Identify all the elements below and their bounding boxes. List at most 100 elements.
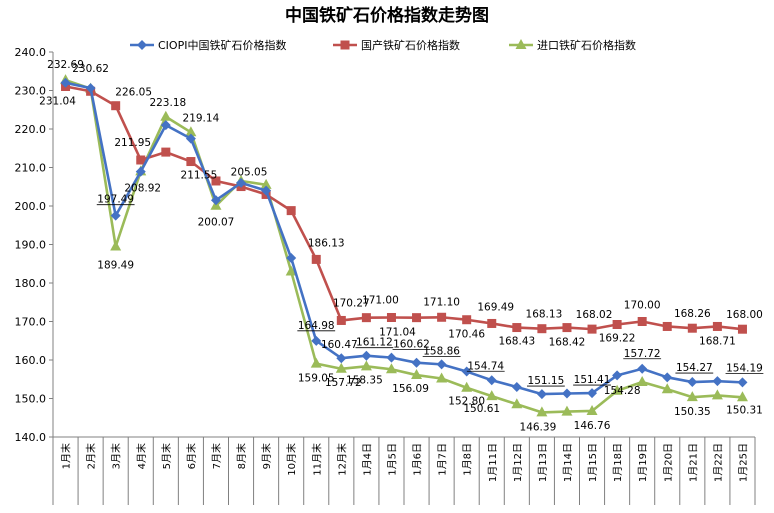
x-tick-label: 12月末 — [335, 443, 348, 476]
data-label: 211.95 — [114, 137, 151, 149]
data-label: 159.05 — [298, 373, 335, 385]
data-label: 151.41 — [574, 374, 611, 386]
x-tick-label: 1月12日 — [512, 443, 524, 482]
x-tick-label: 1月14日 — [562, 443, 574, 482]
triangle-marker — [411, 369, 423, 380]
square-marker — [186, 157, 196, 167]
square-marker — [712, 321, 722, 331]
triangle-marker — [260, 178, 272, 189]
data-label: 168.71 — [699, 335, 736, 347]
data-label: 230.62 — [72, 63, 109, 75]
diamond-marker — [135, 166, 146, 177]
triangle-marker — [110, 240, 122, 251]
legend: CIOPI中国铁矿石价格指数 国产铁矿石价格指数 进口铁矿石价格指数 — [130, 38, 636, 52]
x-tick-label: 2月末 — [85, 443, 98, 469]
square-marker — [286, 206, 296, 216]
x-tick-label: 1月25日 — [737, 443, 749, 482]
x-tick-label: 4月末 — [135, 443, 148, 469]
triangle-marker — [561, 405, 573, 416]
data-label: 154.74 — [467, 360, 504, 372]
triangle-marker — [461, 381, 473, 392]
y-tick-label: 210.0 — [15, 162, 47, 175]
triangle-marker — [536, 406, 548, 417]
legend-label: 国产铁矿石价格指数 — [361, 38, 460, 52]
triangle-marker — [185, 126, 197, 137]
triangle-marker — [310, 357, 322, 368]
x-tick-label: 1月22日 — [712, 443, 724, 482]
data-label: 168.02 — [576, 309, 613, 321]
series-0 — [60, 77, 748, 400]
y-tick-label: 220.0 — [15, 123, 47, 136]
data-label: 157.72 — [624, 348, 661, 360]
x-tick-label: 1月末 — [60, 443, 73, 469]
y-tick-label: 140.0 — [15, 431, 47, 444]
square-marker — [562, 323, 572, 333]
square-marker — [412, 313, 422, 323]
data-label: 168.43 — [498, 336, 535, 348]
triangle-marker — [611, 384, 623, 395]
x-tick-label: 1月8日 — [462, 443, 474, 476]
x-tick-label: 1月20日 — [662, 443, 674, 482]
data-label: 164.98 — [298, 320, 335, 332]
square-marker — [361, 313, 371, 323]
data-label: 150.35 — [674, 406, 711, 418]
triangle-marker — [711, 389, 723, 400]
square-marker — [487, 318, 497, 328]
diamond-marker — [511, 381, 522, 392]
x-tick-label: 1月4日 — [361, 443, 373, 476]
x-tick-label: 1月19日 — [637, 443, 649, 482]
square-marker — [662, 321, 672, 331]
data-label: 160.62 — [393, 339, 430, 351]
data-label: 211.55 — [181, 170, 218, 182]
data-label: 161.12 — [356, 337, 393, 349]
legend-item-1: 国产铁矿石价格指数 — [333, 38, 460, 52]
triangle-marker — [160, 110, 172, 121]
data-label: 158.86 — [423, 345, 460, 357]
data-label: 208.92 — [124, 183, 161, 195]
data-label: 158.35 — [346, 374, 383, 386]
data-labels-layer: 232.69 231.04 230.62 226.05 211.95 197.49208.… — [39, 59, 764, 433]
data-label: 154.28 — [604, 385, 641, 397]
data-label: 168.42 — [549, 337, 586, 349]
x-tick-label: 7月末 — [210, 443, 223, 469]
square-marker — [587, 324, 597, 334]
diamond-marker — [60, 77, 71, 88]
data-label: 169.22 — [599, 333, 636, 345]
data-label: 157.72 — [325, 377, 362, 389]
triangle-marker — [686, 391, 698, 402]
legend-item-0: CIOPI中国铁矿石价格指数 — [130, 38, 286, 52]
square-marker — [136, 155, 146, 165]
triangle-marker — [285, 265, 297, 276]
square-marker — [340, 40, 350, 50]
data-label: 170.46 — [448, 329, 485, 341]
diamond-marker — [461, 366, 472, 377]
x-tick-label: 1月13日 — [537, 443, 549, 482]
y-tick-label: 230.0 — [15, 85, 47, 98]
triangle-marker — [335, 362, 347, 373]
square-marker — [437, 312, 447, 322]
square-marker — [311, 254, 321, 264]
data-label: 171.10 — [423, 296, 460, 308]
data-label: 169.49 — [477, 301, 514, 313]
diamond-marker — [587, 388, 598, 399]
triangle-marker — [736, 391, 748, 402]
x-tick-label: 5月末 — [160, 443, 173, 469]
data-label: 219.14 — [183, 112, 220, 124]
diamond-marker — [286, 252, 297, 263]
data-label: 168.26 — [674, 308, 711, 320]
y-tick-label: 160.0 — [15, 354, 47, 367]
series-line — [65, 81, 743, 396]
diamond-marker — [561, 388, 572, 399]
square-marker — [512, 323, 522, 333]
data-label: 189.49 — [97, 259, 134, 271]
diamond-marker — [236, 177, 247, 188]
data-label: 223.18 — [149, 97, 186, 109]
diamond-marker — [210, 195, 221, 206]
data-label: 171.04 — [379, 326, 416, 338]
legend-item-2: 进口铁矿石价格指数 — [509, 38, 636, 52]
data-label: 154.19 — [726, 362, 763, 374]
diamond-marker — [336, 353, 347, 364]
triangle-marker — [515, 39, 527, 49]
